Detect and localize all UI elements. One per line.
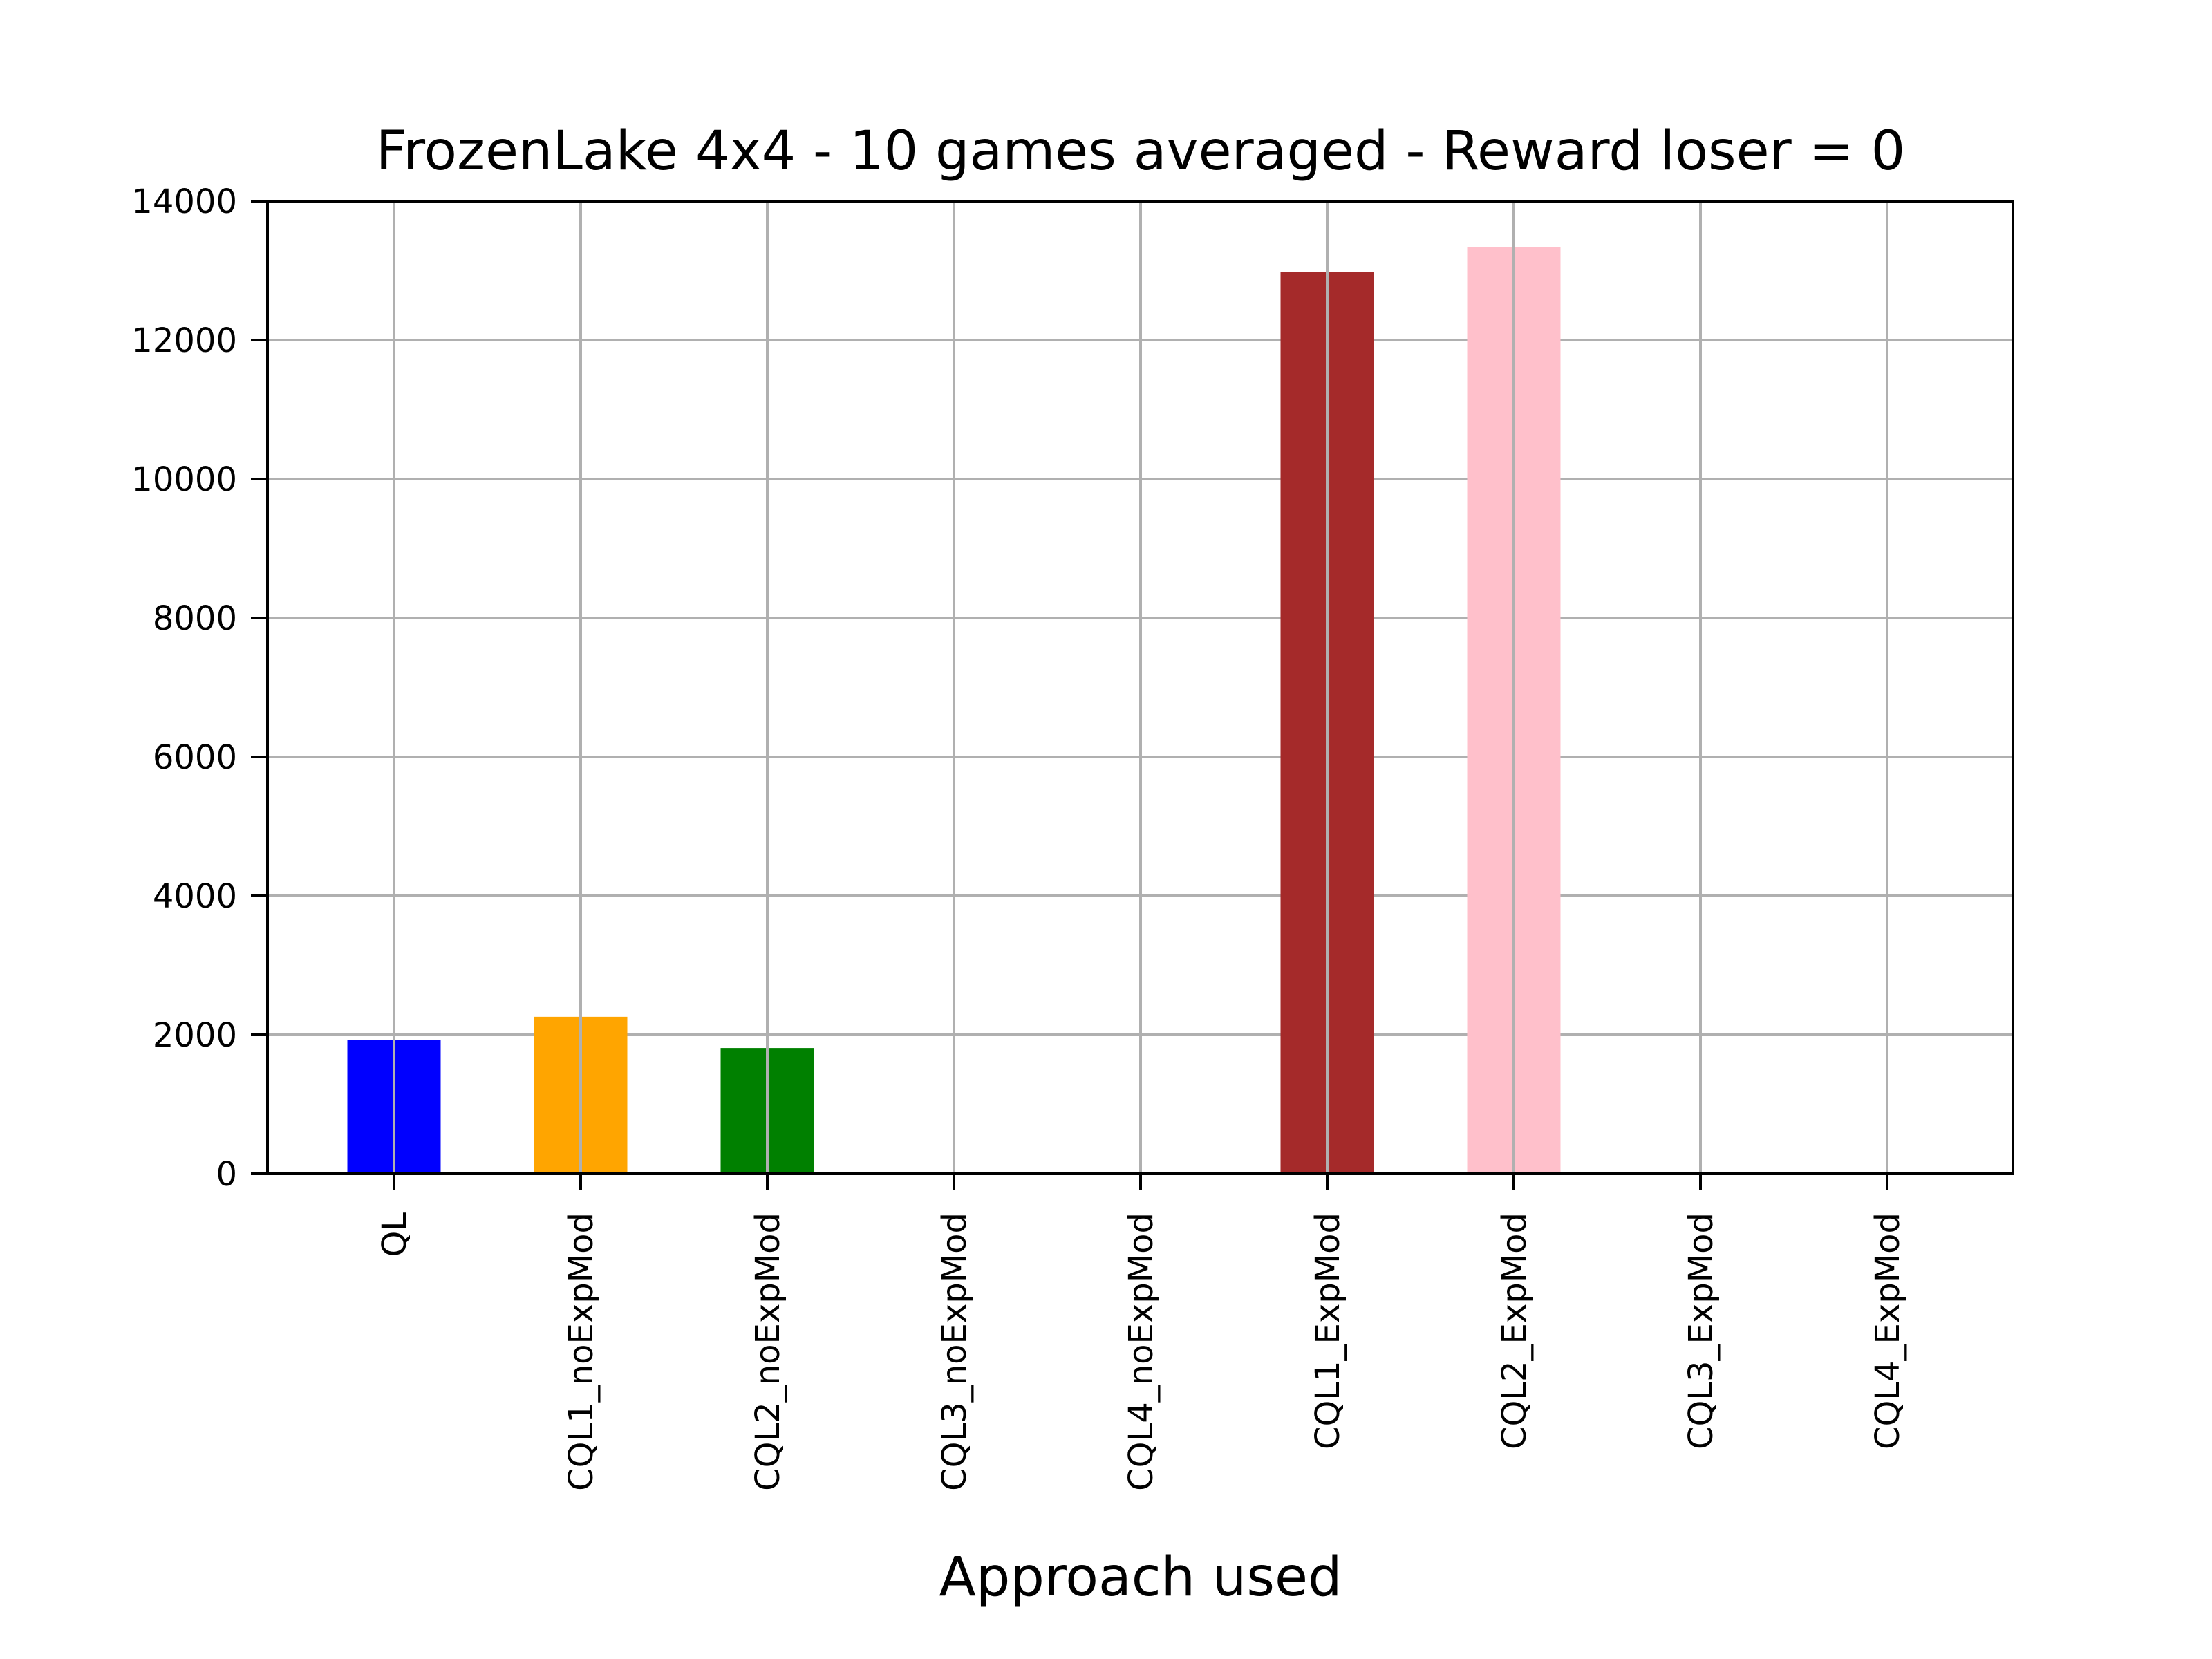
y-tick-label: 4000 (153, 877, 237, 916)
x-tick-label: CQL3_ExpMod (1682, 1212, 1721, 1450)
y-tick-label: 8000 (153, 599, 237, 638)
y-tick-label: 12000 (131, 321, 237, 360)
y-tick-label: 0 (216, 1155, 237, 1194)
x-axis: QL CQL1_noExpMod CQL2_noExpMod CQL3_noExpMo… (375, 1174, 1907, 1491)
y-tick-label: 14000 (131, 182, 237, 221)
x-axis-label: Approach used (939, 1546, 1342, 1609)
x-tick-label: CQL4_noExpMod (1122, 1212, 1161, 1491)
grid-overlay (393, 201, 1888, 1174)
x-tick-label: QL (375, 1212, 414, 1257)
x-tick-label: CQL2_noExpMod (749, 1212, 787, 1491)
y-tick-label: 10000 (131, 460, 237, 499)
y-axis: 0 2000 4000 6000 8000 10000 12000 14000 (131, 182, 268, 1194)
chart-title: FrozenLake 4x4 - 10 games averaged - Rew… (376, 120, 1905, 182)
x-tick-label: CQL3_noExpMod (935, 1212, 974, 1491)
x-tick-label: CQL2_ExpMod (1495, 1212, 1534, 1450)
x-tick-label: CQL1_ExpMod (1309, 1212, 1347, 1450)
x-tick-label: CQL1_noExpMod (562, 1212, 601, 1491)
y-tick-label: 6000 (153, 738, 237, 777)
x-tick-label: CQL4_ExpMod (1868, 1212, 1907, 1450)
y-tick-label: 2000 (153, 1016, 237, 1055)
